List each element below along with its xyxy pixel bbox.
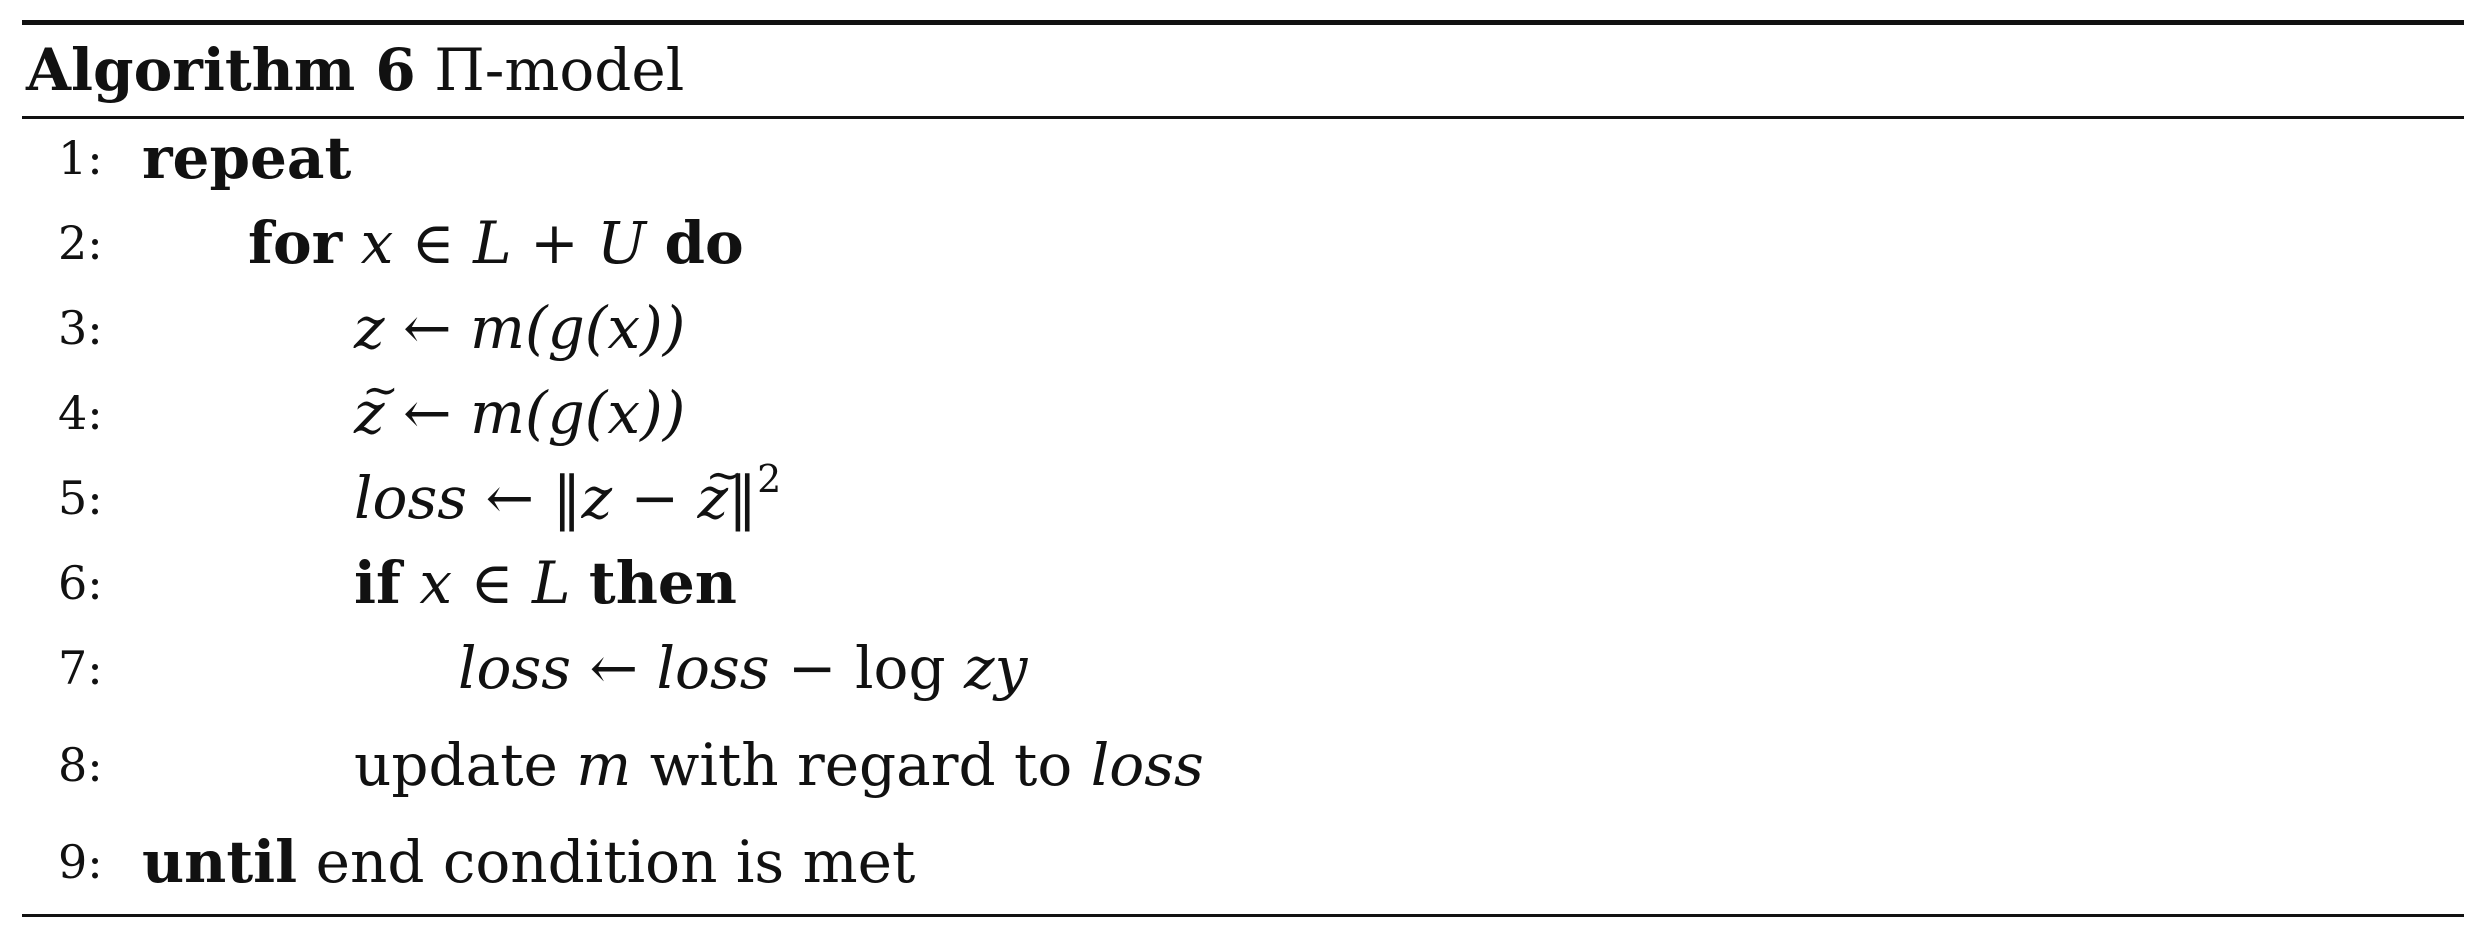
- line-number: 1:: [58, 131, 103, 185]
- var-loss-rhs: loss: [656, 634, 770, 702]
- assign-arrow: ←: [403, 294, 452, 362]
- var-loss: loss: [1090, 731, 1204, 799]
- assign-arrow: ←: [403, 379, 452, 447]
- keyword-do: do: [664, 209, 744, 277]
- z-base: z: [697, 464, 729, 532]
- log-operator: log: [854, 634, 946, 702]
- algorithm-caption: Algorithm 6 Π-model: [26, 26, 684, 114]
- z-base: z: [354, 379, 385, 447]
- line-number: 4:: [58, 386, 103, 440]
- model-expression: m(g(x)): [470, 379, 686, 447]
- var-z: z: [354, 294, 385, 362]
- minus-sign: −: [612, 464, 698, 532]
- line-number: 8:: [58, 738, 103, 792]
- text-update: update: [354, 731, 558, 799]
- norm-close: ‖: [728, 464, 758, 532]
- line-number: 9:: [58, 835, 103, 889]
- statement: loss ← loss − log zy: [458, 628, 1027, 708]
- assign-arrow: ←: [589, 634, 639, 702]
- var-z-tilde: ~ z: [354, 365, 399, 453]
- statement: ~ z ← m(g(x)): [354, 365, 686, 453]
- keyword-repeat: repeat: [142, 124, 352, 192]
- statement: if x ∈ L then: [354, 543, 737, 623]
- bottom-rule: [22, 914, 2464, 917]
- statement: for x ∈ L + U do: [248, 203, 744, 283]
- statement: loss ← ‖z − ~ z‖2: [354, 450, 782, 538]
- keyword-if: if: [354, 549, 401, 617]
- algorithm-title: Π-model: [434, 36, 685, 104]
- minus-sign: −: [769, 634, 855, 702]
- end-condition-text: end condition is met: [315, 828, 916, 896]
- line-number: 2:: [58, 216, 103, 270]
- var-loss: loss: [458, 634, 571, 702]
- statement: z ← m(g(x)): [354, 288, 685, 368]
- exponent: 2: [757, 457, 782, 501]
- var-z: z: [581, 464, 613, 532]
- keyword-until: until: [142, 828, 298, 896]
- statement: update m with regard to loss: [354, 725, 1204, 805]
- line-number: 3:: [58, 301, 103, 355]
- algorithm-label: Algorithm 6: [26, 36, 416, 104]
- tilde-accent: ~: [362, 365, 399, 416]
- condition-expression: x ∈ L: [419, 549, 571, 617]
- loop-set-expression: x ∈ L + U: [360, 209, 647, 277]
- norm-open: ‖: [552, 464, 582, 532]
- line-number: 7:: [58, 641, 103, 695]
- keyword-for: for: [248, 209, 343, 277]
- top-rule: [22, 20, 2464, 25]
- var-zy: zy: [964, 634, 1028, 702]
- assign-arrow: ←: [485, 464, 535, 532]
- var-m: m: [576, 731, 632, 799]
- var-loss: loss: [354, 464, 467, 532]
- var-z-tilde: ~ z: [697, 450, 743, 538]
- statement: until end condition is met: [142, 822, 915, 902]
- tilde-accent: ~: [705, 450, 743, 501]
- text-with-regard-to: with regard to: [649, 731, 1073, 799]
- statement: repeat: [142, 118, 351, 198]
- keyword-then: then: [588, 549, 737, 617]
- line-number: 5:: [58, 471, 103, 525]
- model-expression: m(g(x)): [470, 294, 686, 362]
- caption-rule: [22, 116, 2464, 119]
- line-number: 6:: [58, 556, 103, 610]
